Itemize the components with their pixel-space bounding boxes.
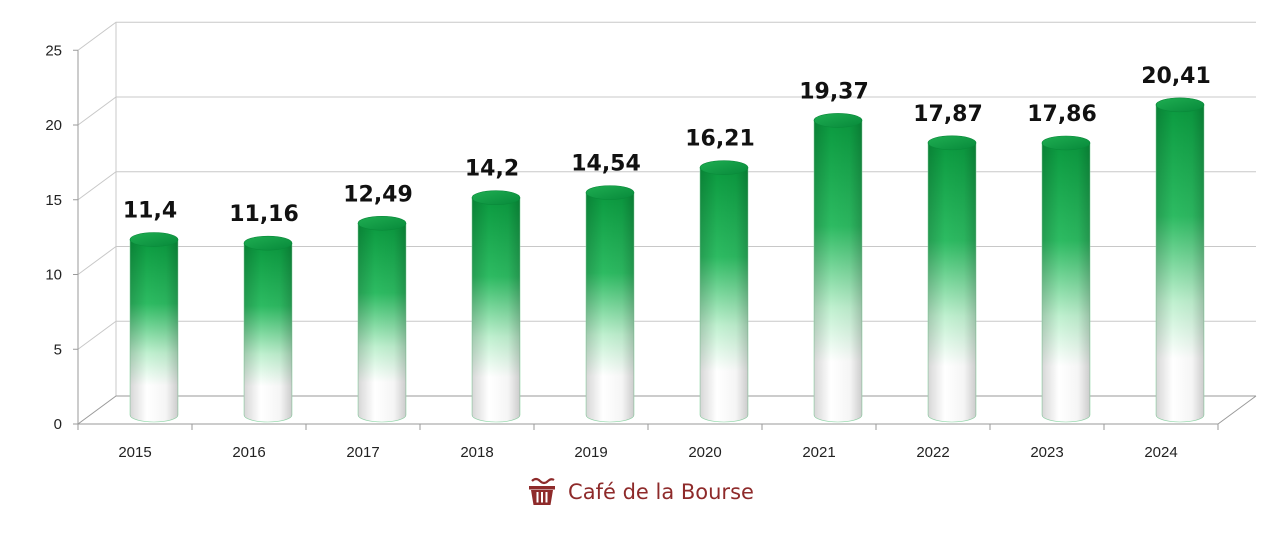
bar-2016 (243, 235, 293, 423)
floor-right-edge (1217, 395, 1257, 425)
x-tick-label: 2024 (1144, 444, 1177, 461)
gridline (77, 171, 1256, 201)
gridline (77, 246, 1256, 275)
data-label-2018: 14,2 (465, 157, 519, 182)
x-tick-label: 2019 (574, 444, 607, 461)
x-tick-label: 2017 (346, 444, 379, 461)
x-axis-ticks: 2015 2016 2017 2018 2019 2020 2021 2022 2023 2024 (77, 424, 1219, 461)
y-tick-label: 25 (45, 42, 62, 59)
x-tick-label: 2021 (802, 444, 835, 461)
y-tick-label: 20 (45, 117, 62, 134)
bar-2020 (699, 160, 749, 423)
data-label-2022: 17,87 (913, 102, 983, 127)
data-label-2019: 14,54 (571, 152, 641, 177)
gridline (77, 21, 1256, 51)
gridline (77, 320, 1256, 350)
bar-2022 (927, 135, 977, 423)
data-label-2016: 11,16 (229, 202, 299, 227)
bar-2017 (357, 215, 407, 423)
y-tick-label: 15 (45, 192, 62, 209)
x-tick-label: 2015 (118, 444, 151, 461)
watermark-text: Café de la Bourse (568, 480, 754, 504)
x-tick-label: 2020 (688, 444, 721, 461)
chart-walls (77, 21, 1257, 425)
y-tick-label: 0 (54, 416, 62, 433)
bars (129, 97, 1205, 423)
bar-2021 (813, 113, 863, 423)
data-label-2024: 20,41 (1141, 64, 1211, 89)
data-label-2023: 17,86 (1027, 102, 1097, 127)
bar-2023 (1041, 135, 1091, 423)
bar-2015 (129, 232, 179, 423)
x-tick-label: 2016 (232, 444, 265, 461)
y-axis-ticks: 0 5 10 15 20 25 (45, 42, 78, 433)
bar-2019 (585, 185, 635, 423)
gridline (77, 395, 1256, 425)
data-label-2020: 16,21 (685, 127, 755, 152)
data-label-2017: 12,49 (343, 182, 413, 207)
data-label-2021: 19,37 (799, 79, 869, 104)
bar-2024 (1155, 97, 1205, 423)
watermark: Café de la Bourse (0, 470, 1280, 514)
x-tick-label: 2023 (1030, 444, 1063, 461)
x-tick-label: 2018 (460, 444, 493, 461)
data-label-2015: 11,4 (123, 199, 177, 224)
y-tick-label: 10 (45, 267, 62, 284)
y-tick-label: 5 (54, 341, 62, 358)
data-labels: 11,4 11,16 12,49 14,2 14,54 16,21 19,37 17,87 17… (123, 64, 1211, 227)
coffee-cup-icon (529, 477, 556, 505)
gridline (77, 96, 1256, 126)
x-tick-label: 2022 (916, 444, 949, 461)
bar-2018 (471, 190, 521, 423)
